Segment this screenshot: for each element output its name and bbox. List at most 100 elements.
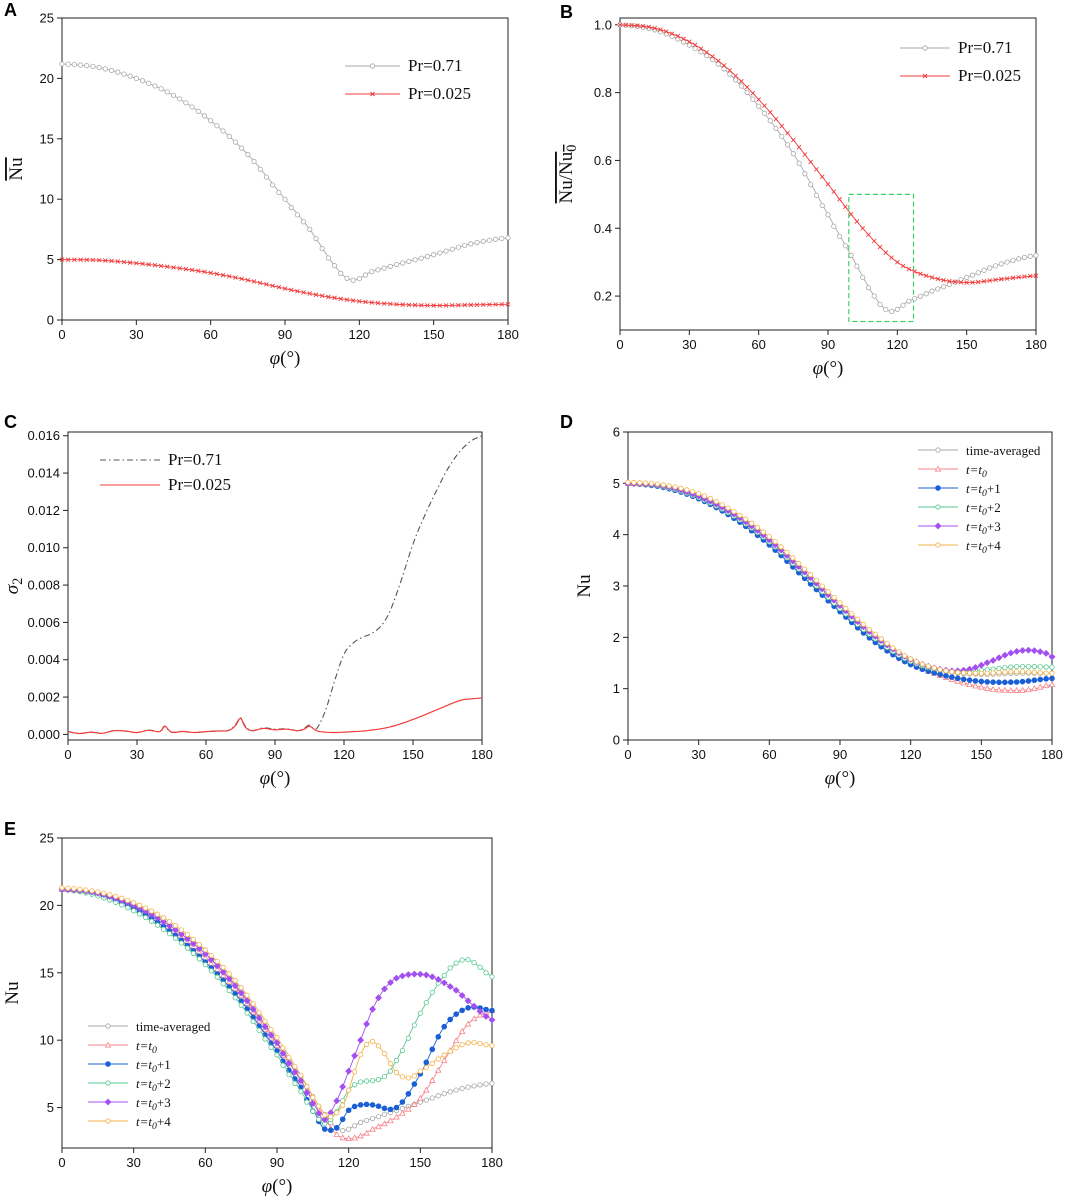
x-tick-label: 120	[348, 327, 370, 342]
data-point	[321, 1126, 328, 1132]
data-point	[989, 685, 997, 692]
data-point	[136, 904, 144, 912]
data-point	[202, 947, 208, 953]
y-tick-label: 15	[40, 131, 54, 146]
data-point	[459, 1007, 465, 1014]
data-point	[721, 66, 727, 72]
data-point	[201, 950, 209, 958]
x-tick-label: 60	[751, 337, 765, 352]
data-point	[499, 235, 505, 242]
data-point	[226, 988, 232, 994]
data-point	[325, 255, 331, 261]
data-point	[449, 246, 455, 252]
legend-entry: t=t0+4	[136, 1114, 171, 1132]
data-point	[177, 96, 183, 102]
data-point	[190, 950, 196, 956]
data-point	[171, 926, 180, 934]
data-point	[654, 481, 661, 487]
data-point	[837, 196, 842, 202]
data-point	[358, 1119, 364, 1125]
data-point	[446, 983, 454, 991]
data-point	[860, 274, 866, 280]
y-tick-label: 5	[47, 252, 54, 267]
data-point	[819, 202, 825, 209]
data-point	[332, 295, 337, 301]
data-point	[866, 232, 871, 238]
data-point	[819, 583, 825, 589]
data-point	[790, 151, 796, 157]
data-point	[393, 261, 400, 268]
data-point	[1001, 651, 1009, 659]
data-point	[796, 144, 802, 150]
data-point	[184, 931, 191, 938]
highlight-box	[848, 193, 915, 323]
data-point	[131, 900, 137, 906]
data-point	[358, 1052, 364, 1058]
data-point	[929, 275, 935, 280]
data-point	[766, 534, 772, 540]
x-tick-label: 30	[130, 747, 144, 762]
data-point	[483, 1042, 489, 1048]
legend-entry: t=t0+3	[136, 1095, 171, 1113]
data-point	[207, 956, 215, 964]
data-point	[399, 1047, 406, 1054]
data-point	[350, 277, 356, 283]
data-point	[987, 265, 993, 271]
data-point	[292, 1080, 298, 1086]
data-point	[866, 626, 873, 633]
data-point	[767, 110, 773, 115]
data-point	[906, 298, 912, 304]
data-point	[369, 1078, 376, 1084]
data-point	[848, 212, 854, 217]
data-point	[447, 1016, 453, 1023]
data-point	[715, 61, 721, 67]
legend-entry: Pr=0.025	[958, 66, 1021, 85]
data-point	[417, 1099, 423, 1105]
data-point	[131, 908, 137, 914]
data-point	[292, 1063, 298, 1070]
data-point	[843, 605, 849, 611]
data-point	[843, 204, 848, 210]
data-point	[313, 292, 319, 298]
plot-frame	[627, 431, 1053, 741]
data-point	[304, 1083, 310, 1090]
data-point	[456, 302, 461, 308]
data-point	[1037, 670, 1043, 676]
data-point	[696, 490, 702, 497]
x-tick-label: 180	[1025, 337, 1047, 352]
data-point	[483, 1081, 489, 1087]
data-point	[310, 1094, 316, 1100]
data-point	[429, 1046, 436, 1053]
data-point	[489, 1080, 495, 1086]
y-tick-label: 0.002	[27, 690, 60, 705]
data-point	[998, 261, 1004, 267]
data-point	[698, 49, 704, 55]
data-point	[855, 616, 861, 622]
data-point	[790, 555, 796, 561]
data-point	[358, 1079, 364, 1085]
data-point	[202, 269, 207, 275]
data-point	[923, 291, 929, 297]
data-point	[412, 302, 418, 308]
data-point	[101, 890, 107, 896]
data-point	[813, 577, 820, 583]
data-point	[434, 975, 442, 983]
data-point	[160, 915, 167, 921]
data-point	[1013, 679, 1020, 685]
data-point	[184, 945, 191, 951]
data-point	[459, 1085, 465, 1092]
data-point	[172, 923, 179, 929]
legend-marker	[105, 1023, 111, 1029]
data-point	[239, 276, 244, 282]
data-point	[1019, 663, 1026, 670]
data-point	[449, 302, 455, 308]
data-point	[190, 936, 196, 942]
x-tick-label: 0	[64, 747, 71, 762]
x-tick-label: 30	[126, 1155, 140, 1170]
data-point	[471, 1039, 477, 1046]
data-point	[428, 1076, 436, 1083]
data-point	[166, 931, 173, 937]
data-point	[340, 1102, 346, 1108]
data-point	[183, 100, 189, 106]
data-point	[731, 508, 737, 515]
